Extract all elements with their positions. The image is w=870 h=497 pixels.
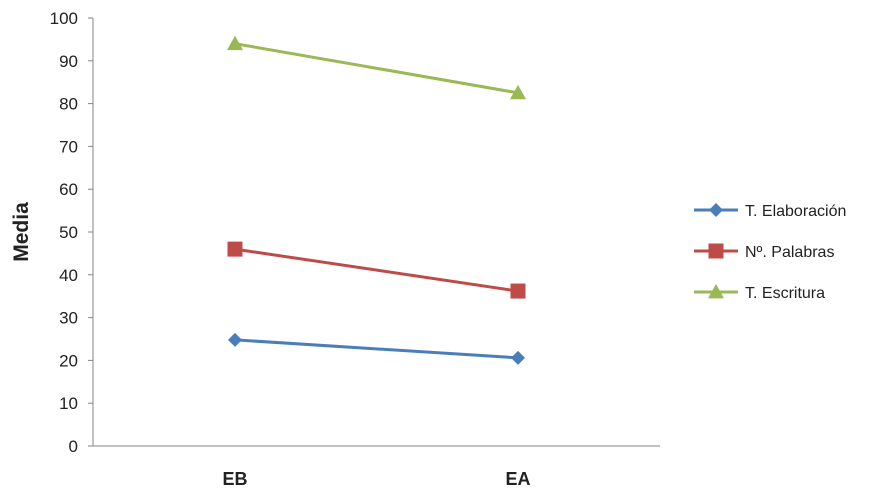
y-tick-label: 80 — [59, 95, 78, 114]
x-tick-labels: EB EA — [222, 469, 530, 489]
legend-label: T. Escritura — [745, 285, 825, 302]
y-axis-label: Media — [10, 202, 33, 262]
legend-marker — [708, 284, 724, 299]
data-point — [510, 84, 526, 100]
x-tick-label: EB — [222, 469, 247, 489]
series-group — [227, 35, 526, 365]
data-point — [228, 332, 242, 347]
y-tick-label: 30 — [59, 309, 78, 328]
data-point — [227, 35, 243, 51]
y-tick-label: 10 — [59, 394, 78, 413]
y-tick-label: 100 — [50, 9, 78, 28]
series-line — [234, 42, 519, 95]
legend-marker — [709, 203, 723, 217]
x-tick-label: EA — [505, 469, 530, 489]
y-tick-label: 70 — [59, 137, 78, 156]
legend-item: T. Elaboración — [694, 203, 846, 220]
series-line — [234, 247, 519, 293]
legend: T. Elaboración Nº. Palabras T. Escritura — [694, 203, 846, 302]
y-tick-label: 20 — [59, 351, 78, 370]
y-tick-labels: 0 10 20 30 40 50 60 70 80 90 100 — [50, 9, 78, 456]
y-tick-label: 0 — [69, 437, 78, 456]
legend-item: Nº. Palabras — [694, 243, 834, 261]
data-point — [227, 241, 243, 257]
y-tick-label: 50 — [59, 223, 78, 242]
data-point — [511, 350, 525, 365]
axes — [88, 17, 660, 447]
series-line — [234, 338, 519, 360]
data-point — [510, 283, 526, 299]
series-3 — [227, 35, 526, 100]
legend-marker — [708, 243, 724, 259]
series-1 — [228, 332, 525, 365]
legend-label: T. Elaboración — [745, 203, 846, 220]
legend-item: T. Escritura — [694, 284, 825, 302]
y-tick-label: 90 — [59, 52, 78, 71]
y-tick-label: 40 — [59, 266, 78, 285]
legend-label: Nº. Palabras — [745, 244, 834, 261]
y-tick-label: 60 — [59, 180, 78, 199]
series-2 — [227, 241, 526, 299]
